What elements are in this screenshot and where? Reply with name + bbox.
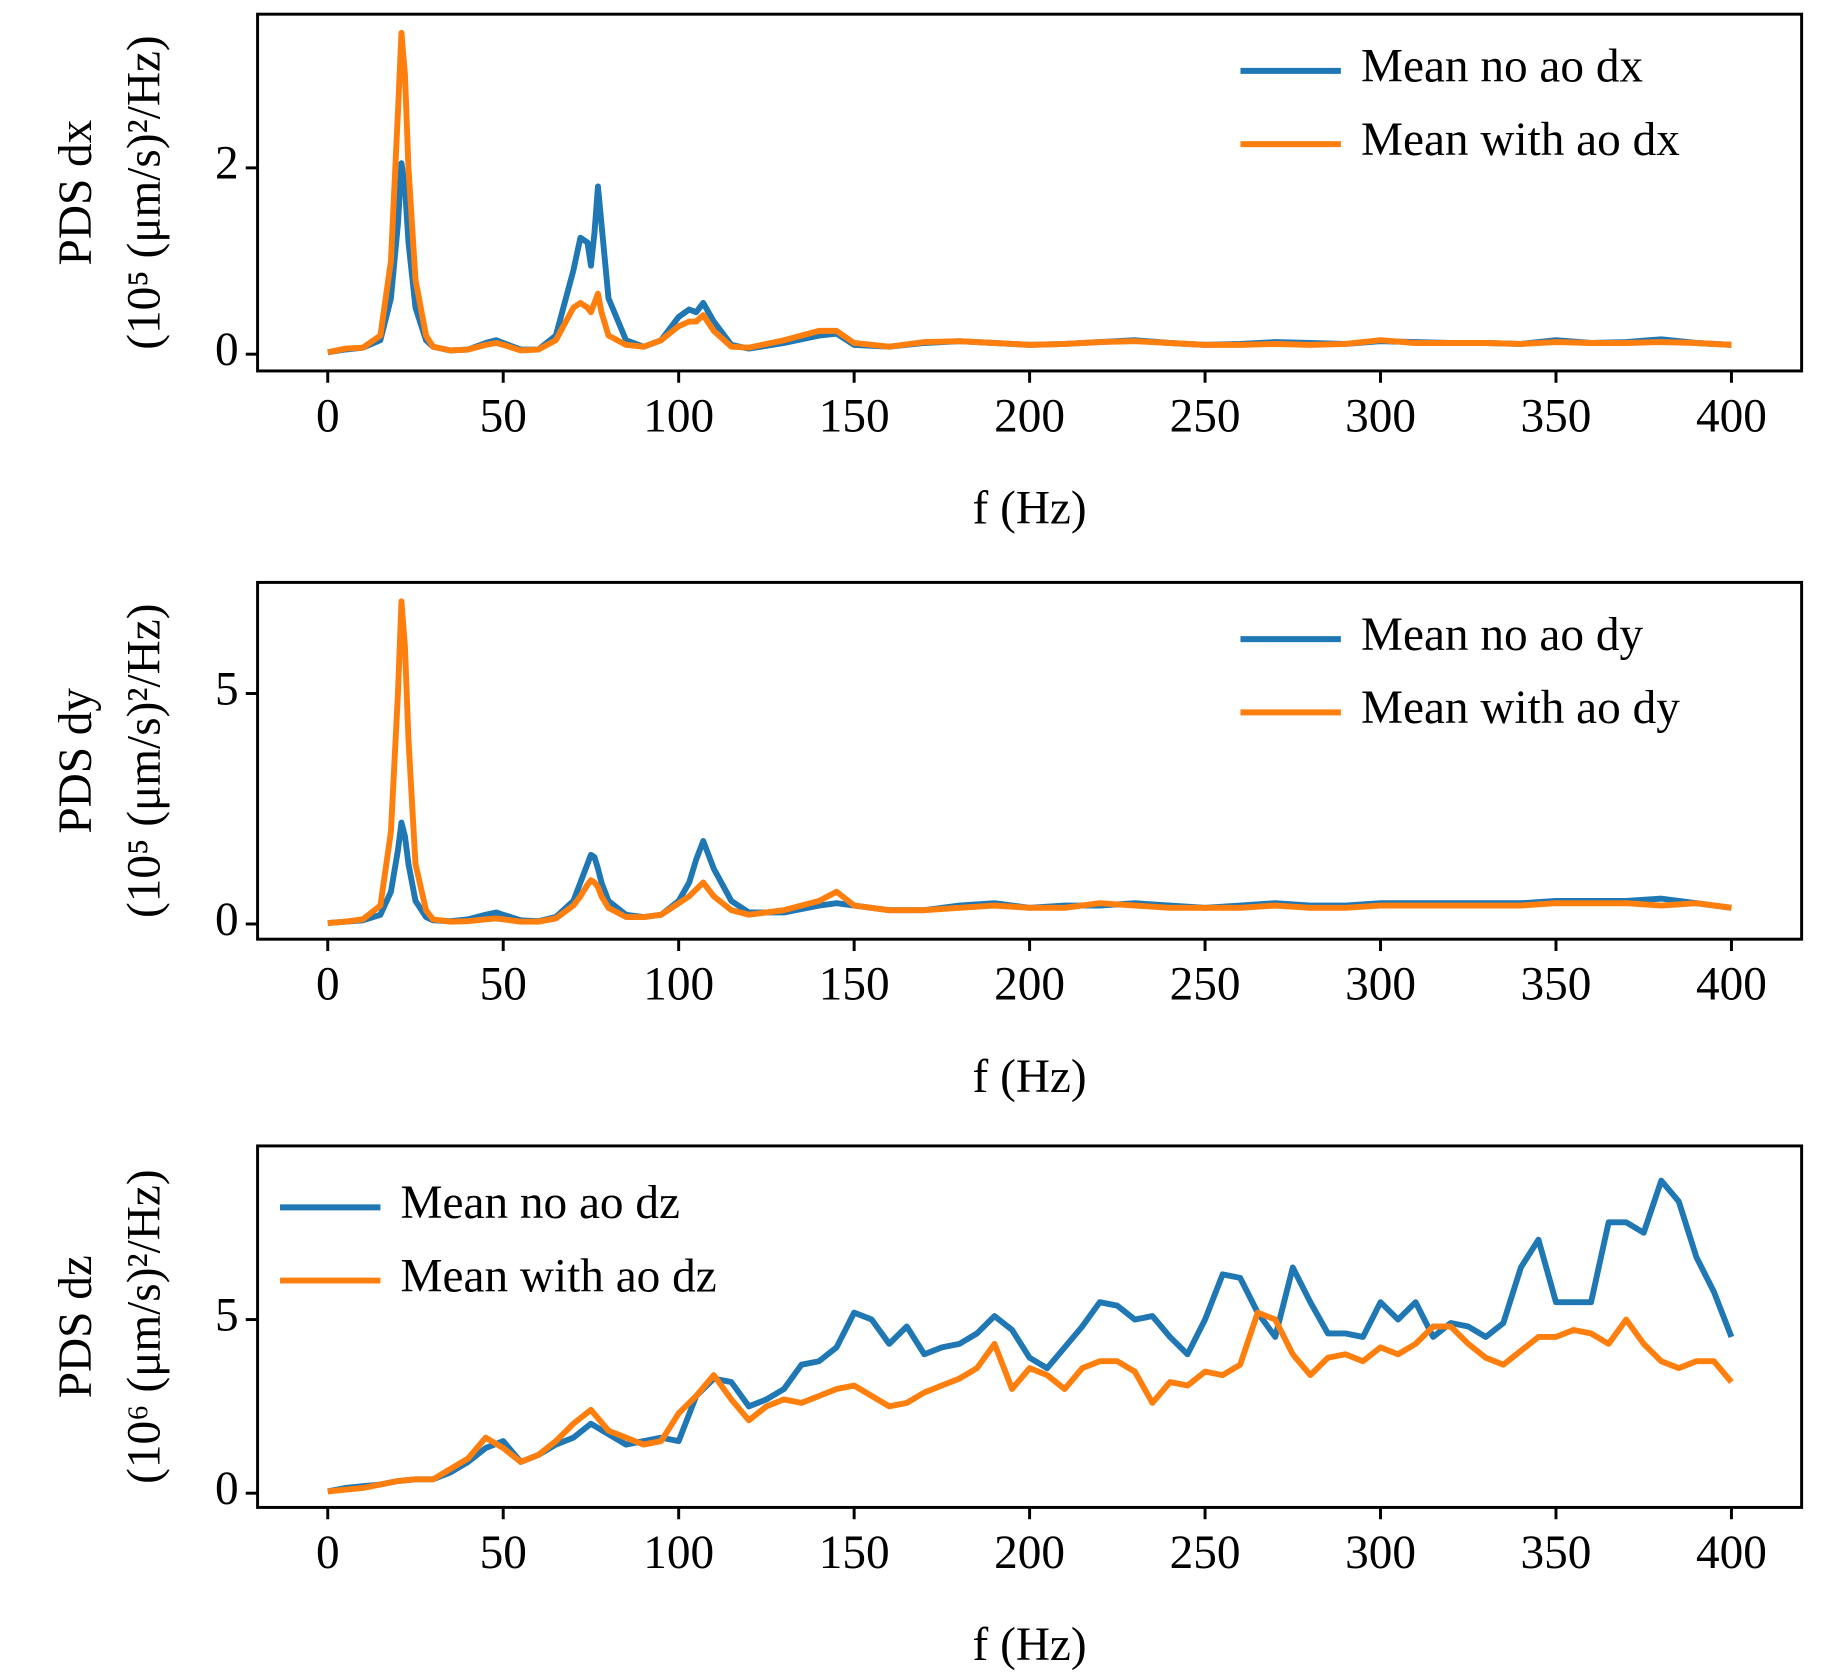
x-tick-label: 350 bbox=[1521, 390, 1592, 442]
x-tick-label: 300 bbox=[1345, 390, 1416, 442]
data-line bbox=[327, 1309, 1734, 1495]
x-tick-label: 200 bbox=[994, 1527, 1065, 1579]
y-axis-label: PDS dy bbox=[50, 688, 102, 834]
x-tick-label: 150 bbox=[819, 959, 890, 1011]
legend-label: Mean no ao dz bbox=[401, 1177, 680, 1229]
x-tick-label: 400 bbox=[1696, 1527, 1767, 1579]
x-tick-label: 0 bbox=[316, 1527, 340, 1579]
x-tick-label: 50 bbox=[480, 959, 527, 1011]
x-axis-label: f (Hz) bbox=[973, 1619, 1087, 1671]
x-tick-label: 50 bbox=[480, 1527, 527, 1579]
data-line bbox=[327, 29, 1732, 356]
legend-label: Mean with ao dz bbox=[401, 1250, 717, 1302]
x-tick-label: 400 bbox=[1696, 390, 1767, 442]
y-axis-label: (10⁶ (μm/s)²/Hz) bbox=[119, 1169, 171, 1483]
y-axis-label: PDS dz bbox=[50, 1255, 102, 1398]
x-axis-label: f (Hz) bbox=[973, 1051, 1087, 1103]
x-tick-label: 0 bbox=[316, 959, 340, 1011]
x-tick-label: 150 bbox=[819, 390, 890, 442]
x-tick-label: 300 bbox=[1345, 959, 1416, 1011]
legend-label: Mean with ao dx bbox=[1361, 114, 1680, 166]
y-tick-label: 0 bbox=[215, 1463, 239, 1515]
x-axis-label: f (Hz) bbox=[973, 483, 1087, 535]
x-tick-label: 150 bbox=[819, 1527, 890, 1579]
legend-label: Mean no ao dx bbox=[1361, 41, 1643, 93]
y-tick-label: 2 bbox=[215, 138, 239, 190]
legend-label: Mean no ao dy bbox=[1361, 609, 1643, 661]
x-tick-label: 400 bbox=[1696, 959, 1767, 1011]
x-tick-label: 250 bbox=[1170, 390, 1241, 442]
x-tick-label: 300 bbox=[1345, 1527, 1416, 1579]
x-tick-label: 100 bbox=[643, 959, 714, 1011]
x-tick-label: 200 bbox=[994, 959, 1065, 1011]
x-tick-label: 100 bbox=[643, 1527, 714, 1579]
x-tick-label: 350 bbox=[1521, 1527, 1592, 1579]
legend-label: Mean with ao dy bbox=[1361, 682, 1680, 734]
x-tick-label: 250 bbox=[1170, 959, 1241, 1011]
y-tick-label: 5 bbox=[215, 663, 239, 715]
x-tick-label: 250 bbox=[1170, 1527, 1241, 1579]
y-axis-label: (10⁵ (μm/s)²/Hz) bbox=[119, 35, 171, 349]
y-tick-label: 0 bbox=[215, 324, 239, 376]
data-line bbox=[327, 1177, 1735, 1495]
y-tick-label: 0 bbox=[215, 894, 239, 946]
y-axis-label: (10⁵ (μm/s)²/Hz) bbox=[119, 604, 171, 918]
x-tick-label: 350 bbox=[1521, 959, 1592, 1011]
y-tick-label: 5 bbox=[215, 1289, 239, 1341]
data-line bbox=[327, 598, 1732, 926]
x-tick-label: 100 bbox=[643, 390, 714, 442]
data-line bbox=[327, 160, 1732, 356]
y-axis-label: PDS dx bbox=[50, 119, 102, 265]
x-tick-label: 200 bbox=[994, 390, 1065, 442]
x-tick-label: 50 bbox=[480, 390, 527, 442]
x-tick-label: 0 bbox=[316, 390, 340, 442]
